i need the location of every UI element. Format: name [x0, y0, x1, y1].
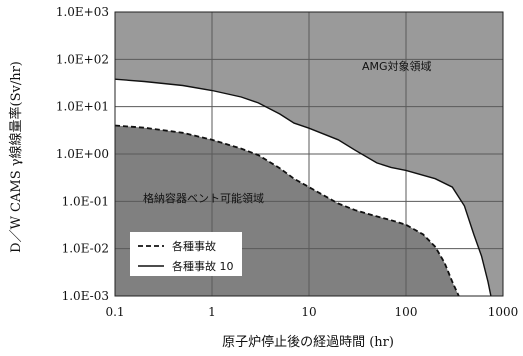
y-axis-title: D／W CAMS γ線線量率(Sv/hr) [8, 61, 24, 253]
legend-box [130, 232, 242, 276]
series-line-dashed [114, 124, 460, 297]
y-tick-label: 1.0E-01 [62, 194, 109, 208]
y-tick-label: 1.0E+03 [56, 5, 109, 19]
y-tick-label: 1.0E+00 [56, 147, 109, 161]
vent-region-label: 格納容器ベント可能領域 [143, 191, 264, 205]
y-tick-label: 1.0E-03 [62, 289, 109, 303]
plot-border [114, 11, 504, 297]
legend: 各種事故 各種事故 10 [130, 232, 242, 276]
x-tick-label: 1 [208, 305, 216, 319]
series-line-solid [114, 78, 492, 297]
x-tick-label: 1000 [488, 305, 519, 319]
amg-region-label: AMG対象領域 [362, 59, 432, 73]
y-tick-label: 1.0E+02 [56, 52, 109, 66]
x-tick-label: 100 [395, 305, 418, 319]
x-axis-title: 原子炉停止後の経過時間 (hr) [222, 334, 394, 350]
y-tick-labels: 1.0E-03 1.0E-02 1.0E-01 1.0E+00 1.0E+01 1.0E+… [56, 5, 109, 303]
legend-label-solid: 各種事故 10 [172, 259, 234, 273]
y-tick-label: 1.0E+01 [56, 100, 109, 114]
y-tick-label: 1.0E-02 [62, 242, 109, 256]
x-tick-label: 0.1 [105, 305, 124, 319]
legend-label-dashed: 各種事故 [172, 239, 216, 253]
x-tick-labels: 0.1 1 10 100 1000 [105, 305, 518, 319]
x-tick-label: 10 [301, 305, 316, 319]
